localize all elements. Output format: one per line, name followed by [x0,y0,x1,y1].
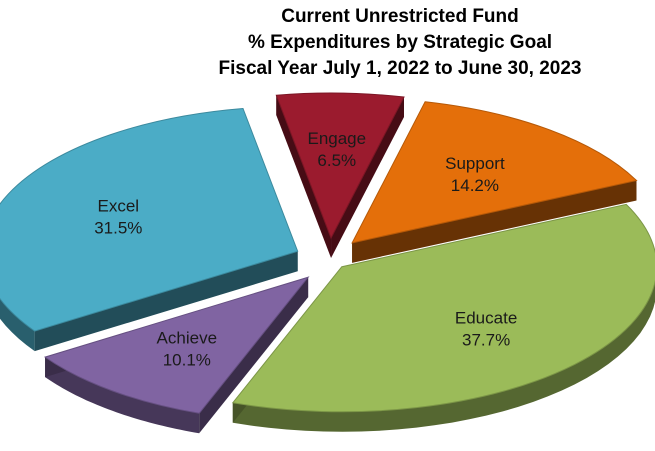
pie-slice-achieve [43,276,310,434]
pie-slice-cut-achieve-0 [199,277,309,434]
chart-title-line-1: Current Unrestricted Fund [281,6,519,27]
slice-label-educate: Educate [455,308,517,327]
pie-slice-engage [275,92,405,259]
slice-label-engage: Engage [307,129,366,148]
pie-slices [0,92,655,434]
pie-labels: Engage 6.5% Support 14.2% Educate 37.7% Achiev… [94,129,517,370]
pie-slice-cut-excel-0 [34,251,298,352]
pie-slice-support [351,101,638,263]
slice-value-engage: 6.5% [317,151,356,170]
slice-value-achieve: 10.1% [163,351,211,370]
chart-title-line-3: Fiscal Year July 1, 2022 to June 30, 202… [219,58,582,79]
slice-value-educate: 37.7% [462,330,510,349]
slice-value-support: 14.2% [451,176,499,195]
pie-slice-top-achieve [43,276,310,414]
pie-slice-cut-support-1 [352,180,637,263]
slice-label-excel: Excel [98,197,140,216]
slice-value-excel: 31.5% [94,219,142,238]
pie-slice-side-achieve [45,357,200,434]
slice-label-support: Support [445,154,505,173]
pie-slice-cut-engage-1 [331,97,404,259]
chart-title-line-2: % Expenditures by Strategic Goal [248,32,552,53]
pie-slice-top-excel [0,107,299,332]
pie-slice-excel [0,107,299,352]
pie-slice-cut-engage-0 [276,95,332,259]
pie-slice-educate [231,203,655,432]
pie-slice-top-engage [275,92,405,240]
slice-label-achieve: Achieve [157,329,217,348]
pie-slice-top-support [351,101,638,244]
chart-title: Current Unrestricted Fund % Expenditures… [219,6,582,79]
